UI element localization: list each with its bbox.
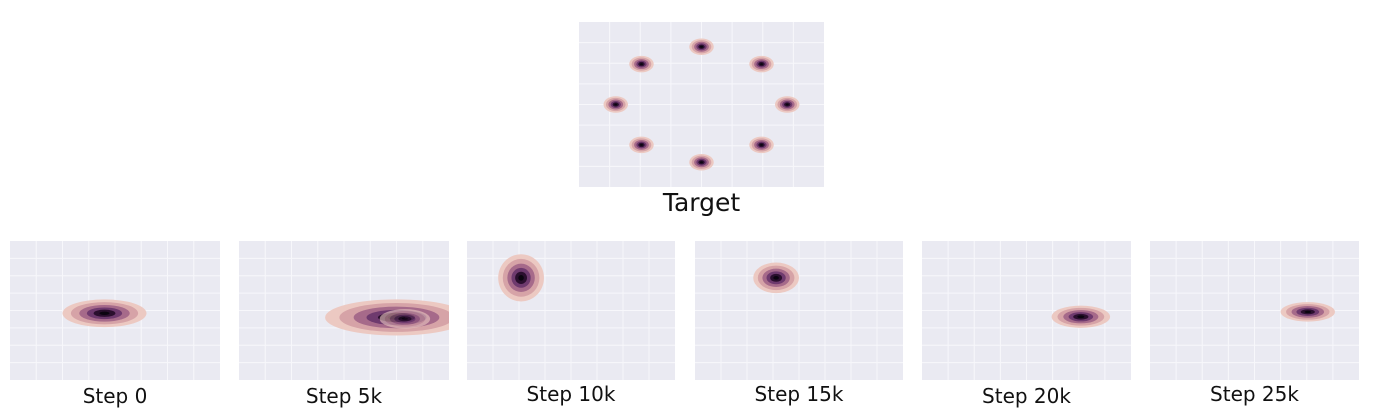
step-10k-panel bbox=[467, 241, 675, 380]
target-panel bbox=[579, 22, 824, 187]
contour-level-5 bbox=[614, 103, 618, 106]
step-5k-density-plot bbox=[239, 241, 449, 380]
target-density-mode-2 bbox=[775, 96, 800, 113]
contour-level-5 bbox=[401, 317, 408, 321]
target-density-mode-3 bbox=[749, 136, 774, 154]
target-title: Target bbox=[662, 188, 741, 217]
step-15k-density-plot bbox=[695, 241, 903, 380]
contour-level-5 bbox=[1077, 315, 1085, 319]
step-20k-panel bbox=[922, 241, 1131, 380]
contour-level-5 bbox=[760, 143, 763, 146]
step-25k-title: Step 25k bbox=[1210, 382, 1299, 406]
contour-level-5 bbox=[700, 45, 703, 48]
target-density-mode-4 bbox=[689, 154, 714, 171]
step-15k-title: Step 15k bbox=[754, 382, 844, 406]
step-15k-grid bbox=[695, 241, 903, 380]
contour-level-5 bbox=[785, 103, 789, 106]
contour-level-5 bbox=[640, 143, 643, 146]
step-15k-density-mode-0 bbox=[753, 262, 799, 294]
contour-level-5 bbox=[640, 63, 643, 66]
contour-level-5 bbox=[1304, 310, 1312, 314]
step-0-grid bbox=[10, 241, 220, 380]
target-density-plot bbox=[579, 22, 824, 187]
step-0-density-plot bbox=[10, 241, 220, 380]
step-25k-density-plot bbox=[1150, 241, 1359, 380]
step-5k-panel bbox=[239, 241, 449, 380]
step-0-panel bbox=[10, 241, 220, 380]
target-density-mode-1 bbox=[749, 55, 774, 73]
target-density-mode-7 bbox=[629, 55, 654, 73]
step-10k-density-plot bbox=[467, 241, 675, 380]
step-20k-density-mode-0 bbox=[1051, 305, 1111, 328]
target-density-mode-5 bbox=[629, 136, 654, 154]
step-25k-density-mode-0 bbox=[1280, 302, 1335, 322]
step-25k-panel bbox=[1150, 241, 1359, 380]
step-20k-density-plot bbox=[922, 241, 1131, 380]
contour-level-5 bbox=[99, 311, 110, 315]
step-5k-title: Step 5k bbox=[305, 384, 383, 408]
step-25k-grid bbox=[1150, 241, 1359, 380]
contour-level-5 bbox=[773, 276, 779, 280]
contour-level-5 bbox=[700, 161, 703, 164]
contour-level-5 bbox=[518, 274, 524, 281]
step-10k-title: Step 10k bbox=[526, 382, 616, 406]
contour-level-5 bbox=[760, 63, 763, 66]
step-0-density-mode-0 bbox=[62, 299, 147, 328]
target-density-mode-6 bbox=[603, 96, 628, 113]
step-15k-panel bbox=[695, 241, 903, 380]
step-5k-density-mode-1 bbox=[379, 309, 431, 329]
target-density-mode-0 bbox=[689, 38, 714, 55]
step-10k-density-mode-0 bbox=[498, 254, 544, 302]
step-20k-title: Step 20k bbox=[982, 384, 1071, 408]
step-0-title: Step 0 bbox=[82, 384, 148, 408]
